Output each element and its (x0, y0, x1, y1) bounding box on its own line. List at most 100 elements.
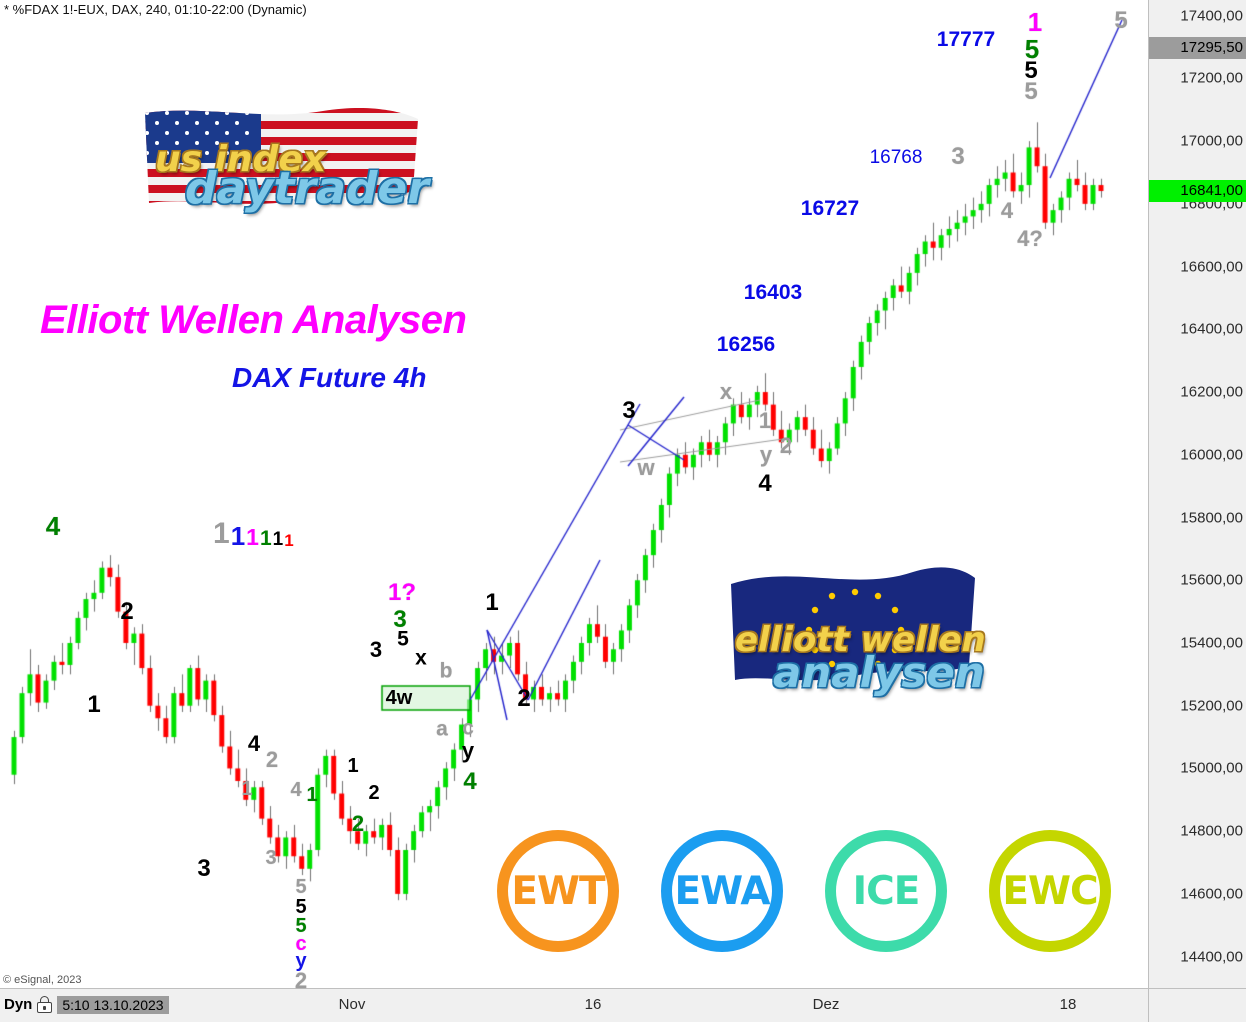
lock-icon[interactable] (37, 996, 53, 1013)
axis-corner (1148, 988, 1246, 1022)
wave-label: 3 (622, 397, 636, 424)
wave-label: 3 (369, 637, 383, 662)
wave-label: y (461, 738, 475, 763)
chart-title-bar: * %FDAX 1!-EUX, DAX, 240, 01:10-22:00 (D… (4, 2, 307, 17)
wave-label: 2 (120, 598, 134, 625)
brand-badge-label: EWT (511, 868, 605, 914)
copyright-notice: © eSignal, 2023 (3, 974, 82, 986)
brand-badge: EWA (661, 830, 783, 952)
wave-label: 1? (387, 579, 417, 606)
wave-label: 4? (1017, 226, 1043, 251)
price-target-label: 16727 (800, 197, 860, 220)
page-title: Elliott Wellen Analysen (40, 298, 467, 342)
us-index-daytrader-logo: us index daytrader (133, 105, 429, 215)
wave-label: y (295, 950, 307, 972)
wave-label: 4 (463, 768, 477, 795)
price-tick: 17200,00 (1180, 69, 1243, 87)
degree-legend-item: 1 (259, 527, 272, 550)
dyn-label: Dyn (4, 996, 33, 1013)
wave-label: 5 (1114, 7, 1128, 34)
wave-label: 2 (294, 968, 308, 993)
wave-label: 5 (1024, 57, 1038, 84)
us-logo-line1: us index (155, 139, 326, 180)
wave-label: b (439, 659, 453, 683)
wave-label: 4 (758, 470, 772, 497)
price-tick: 16400,00 (1180, 320, 1243, 338)
degree-legend-item: 1 (272, 529, 284, 550)
price-tick: 17400,00 (1180, 7, 1243, 25)
wave-label: 5 (295, 896, 307, 918)
wave-label: 1 (1027, 7, 1043, 37)
wave-label: 2 (351, 811, 365, 836)
wave-label: 4 (290, 779, 302, 801)
degree-legend-item: 1 (246, 524, 259, 550)
wave-label: 4 (247, 731, 261, 756)
degree-legend-item: 1 (230, 521, 246, 551)
us-logo-line2: daytrader (185, 163, 429, 214)
eu-logo-line1: elliott wellen (735, 620, 986, 660)
time-tick: Nov (338, 996, 366, 1013)
degree-legend-item: 1 (284, 531, 294, 550)
price-tick: 16600,00 (1180, 258, 1243, 276)
time-axis[interactable]: Nov 16 Dez 18 (0, 988, 1148, 1022)
price-tick: 17000,00 (1180, 132, 1243, 150)
price-tick: 15200,00 (1180, 697, 1243, 715)
wave-label: 3 (951, 143, 965, 170)
price-tick: 14600,00 (1180, 885, 1243, 903)
brand-badges: EWT EWA ICE EWC (497, 830, 1111, 952)
wave-label: 3 (197, 855, 211, 882)
wave-label: c (295, 933, 307, 955)
wave-label: w (637, 455, 655, 480)
brand-badge-label: EWC (1002, 868, 1098, 914)
wave-label: 5 (397, 627, 409, 651)
wave-label: a (436, 717, 448, 741)
status-bar: Dyn 5:10 13.10.2023 (0, 988, 200, 1021)
wave-label: 4 (45, 511, 61, 541)
wave-label: 1 (87, 691, 101, 718)
wave-label: c (462, 716, 474, 740)
wave-label: 4w (385, 687, 413, 709)
timestamp-field[interactable]: 5:10 13.10.2023 (57, 995, 169, 1014)
wave-label: y (759, 442, 773, 467)
price-tick: 15000,00 (1180, 759, 1243, 777)
price-tick: 16000,00 (1180, 446, 1243, 464)
wave-label: x (415, 646, 427, 670)
wave-label: 2 (368, 782, 380, 804)
wave-label: 5 (1024, 34, 1040, 64)
price-tick: 15400,00 (1180, 634, 1243, 652)
wave-label: 1 (347, 755, 359, 777)
wave-label: 5 (295, 915, 307, 937)
price-tick: 16200,00 (1180, 383, 1243, 401)
wave-label: 1 (758, 408, 772, 433)
time-tick: Dez (812, 996, 840, 1013)
wave-label: 1 (306, 784, 318, 806)
wave-label: 4 (1000, 198, 1014, 223)
brand-badge: ICE (825, 830, 947, 952)
page-subtitle: DAX Future 4h (232, 362, 427, 393)
price-tick: 14400,00 (1180, 948, 1243, 966)
wave-label: 2 (779, 433, 793, 458)
wave-label: 5 (1024, 78, 1038, 105)
price-tick: 15600,00 (1180, 571, 1243, 589)
time-tick: 18 (1059, 996, 1077, 1013)
wave-label: x (719, 379, 733, 404)
wave-label: 5 (295, 876, 307, 898)
price-tick: 14800,00 (1180, 822, 1243, 840)
eu-logo-line2: analysen (773, 648, 985, 697)
price-tick: 15800,00 (1180, 509, 1243, 527)
wave-label: 2 (265, 747, 279, 772)
wave-label: 1 (485, 589, 499, 616)
last-price-marker: 16841,00 (1149, 180, 1246, 202)
period-high-marker: 17295,50 (1149, 37, 1246, 60)
time-tick: 16 (584, 996, 602, 1013)
price-axis[interactable]: 17400,00 17200,00 17000,00 16800,00 16600,00… (1148, 0, 1246, 988)
wave-label: 2 (517, 685, 531, 712)
price-target-label: 16768 (869, 147, 923, 168)
price-target-label: 17777 (936, 28, 996, 51)
wave-label: 1 (241, 778, 253, 800)
price-target-label: 16256 (716, 333, 776, 356)
price-target-label: 16403 (743, 281, 803, 304)
degree-legend-item: 1 (213, 517, 230, 550)
